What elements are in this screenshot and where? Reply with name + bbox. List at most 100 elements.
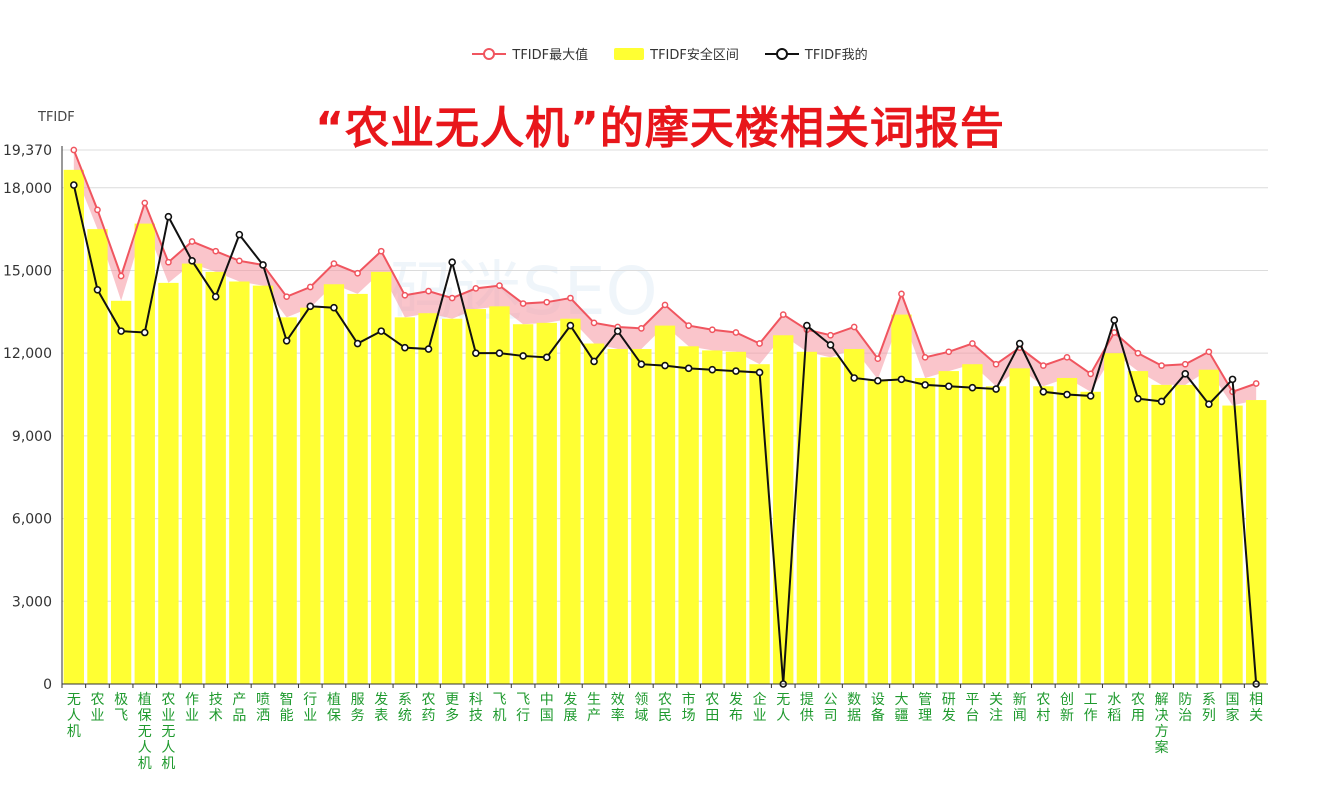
max-point: [590, 319, 598, 327]
x-tick-label-char: 药: [422, 708, 436, 724]
x-tick-label-char: 服: [351, 692, 365, 708]
bar: [1033, 386, 1054, 684]
x-tick-label-char: 效: [611, 692, 625, 708]
max-point: [236, 257, 243, 265]
y-tick-label: 6,000: [12, 512, 52, 528]
x-tick-label-char: 领: [634, 692, 648, 708]
y-tick-label: 19,370: [3, 143, 52, 159]
mine-point: [968, 383, 977, 392]
bar: [134, 223, 155, 684]
x-tick-label-char: 农: [422, 692, 436, 708]
x-tick-label-char: 技: [209, 692, 223, 708]
bar: [1246, 400, 1267, 684]
bar: [276, 317, 297, 684]
x-tick-label-char: 农: [705, 692, 719, 708]
max-point: [1181, 360, 1189, 368]
x-tick-label-char: 国: [1226, 692, 1240, 708]
mine-point: [992, 385, 1000, 393]
x-tick-label-char: 市: [682, 691, 696, 708]
x-tick-label-char: 理: [918, 708, 932, 724]
max-point: [827, 331, 834, 339]
x-tick-label-char: 产: [232, 692, 246, 708]
bar: [181, 263, 203, 684]
mine-point: [140, 328, 149, 337]
y-tick-label: 3,000: [12, 594, 52, 610]
x-tick-label-char: 关: [989, 692, 1003, 708]
bar: [749, 364, 770, 684]
max-point: [377, 247, 385, 255]
x-tick-label-char: 作: [185, 692, 199, 708]
mine-point: [117, 327, 125, 335]
x-tick-label-char: 管: [918, 692, 932, 708]
legend-item-max[interactable]: TFIDF最大值: [472, 44, 588, 63]
x-tick-label-char: 司: [824, 708, 838, 724]
x-tick-label-char: 展: [563, 708, 577, 724]
legend-item-mine[interactable]: TFIDF我的: [764, 44, 868, 63]
max-point: [543, 298, 551, 306]
mine-point: [542, 353, 551, 362]
max-point: [330, 260, 338, 267]
y-tick-label: 9,000: [12, 429, 52, 445]
x-tick-label-char: 创: [1060, 692, 1074, 708]
x-tick-label-char: 人: [138, 740, 152, 756]
x-tick-label-char: 系: [1202, 692, 1216, 708]
x-tick-label-char: 行: [303, 692, 317, 708]
x-tick-label-char: 村: [1036, 708, 1050, 724]
x-tick-label-char: 案: [1155, 739, 1169, 756]
bar: [1104, 353, 1125, 684]
mine-point: [495, 349, 504, 357]
y-tick-label: 18,000: [3, 181, 52, 197]
x-tick-label-char: 中: [540, 692, 554, 708]
mine-point: [330, 303, 338, 312]
max-point: [401, 291, 409, 299]
x-tick-label-char: 研: [942, 692, 956, 708]
x-tick-label-char: 供: [800, 708, 814, 724]
x-tick-label-char: 术: [209, 708, 223, 724]
mine-point: [850, 374, 858, 382]
max-point: [1063, 353, 1071, 361]
x-tick-label-char: 生: [587, 692, 601, 708]
x-tick-label-char: 系: [398, 692, 412, 708]
max-point: [992, 360, 1000, 368]
mine-point: [448, 258, 456, 267]
x-tick-label-char: 保: [327, 708, 341, 724]
x-tick-label-char: 更: [445, 692, 459, 708]
bar: [631, 349, 652, 684]
legend-item-safe[interactable]: TFIDF安全区间: [614, 44, 739, 63]
bar: [702, 350, 723, 684]
bar: [371, 271, 392, 684]
x-tick-label-char: 行: [516, 708, 530, 724]
bar: [536, 322, 557, 684]
x-tick-label-char: 人: [67, 708, 81, 724]
bar: [583, 343, 605, 684]
x-tick-label-char: 智: [280, 692, 294, 708]
bar: [820, 357, 841, 684]
bar: [560, 318, 581, 684]
max-point: [1134, 349, 1142, 357]
x-tick-label-char: 家: [1226, 707, 1240, 724]
x-tick-label-char: 新: [1060, 708, 1074, 724]
mine-point: [874, 376, 882, 385]
max-point: [70, 146, 78, 154]
max-point: [519, 300, 527, 307]
bar: [773, 335, 794, 684]
max-point: [306, 283, 314, 291]
x-tick-label-char: 民: [658, 708, 672, 724]
mine-point: [755, 368, 764, 377]
x-tick-label-char: 水: [1107, 692, 1121, 708]
max-point: [165, 258, 172, 266]
x-tick-label-char: 产: [587, 708, 601, 724]
mine-point: [211, 292, 220, 301]
max-point: [1158, 362, 1165, 369]
y-tick-label: 15,000: [3, 263, 52, 279]
x-tick-label-char: 无: [161, 724, 175, 740]
max-point: [850, 323, 858, 331]
x-tick-label-char: 多: [445, 707, 459, 724]
legend-label-mine: TFIDF我的: [804, 48, 868, 63]
mine-point: [944, 382, 953, 391]
mine-point: [708, 365, 717, 374]
max-point: [1087, 370, 1094, 378]
mine-point: [235, 230, 244, 239]
